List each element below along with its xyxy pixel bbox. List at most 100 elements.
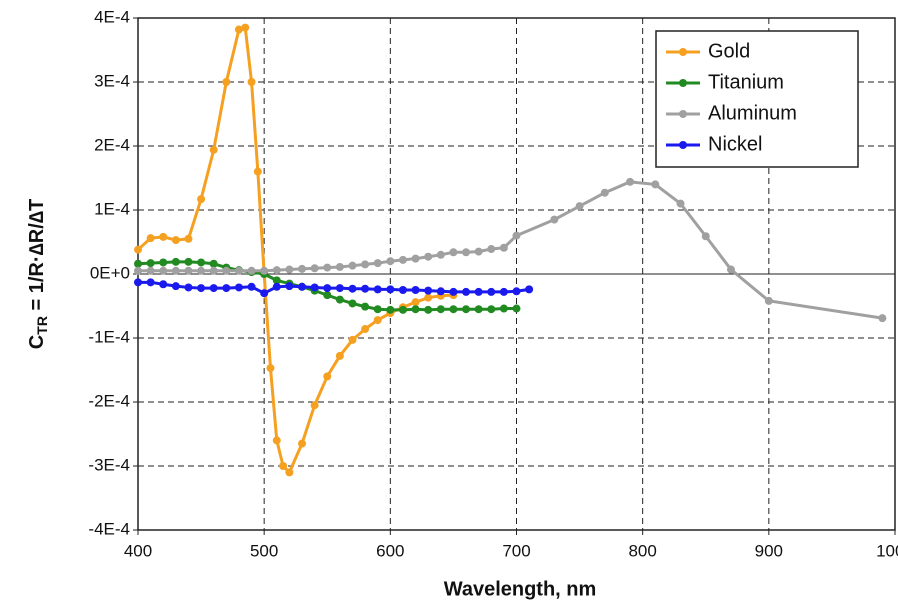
data-point [234, 283, 243, 292]
data-point [436, 305, 445, 314]
data-point [512, 304, 521, 313]
data-point [241, 23, 250, 32]
data-point [335, 284, 344, 293]
data-point [499, 287, 508, 296]
data-point [764, 296, 773, 305]
data-point [449, 287, 458, 296]
legend-marker [679, 79, 687, 87]
x-tick-label: 900 [755, 541, 783, 560]
data-point [398, 305, 407, 314]
data-point [323, 263, 332, 272]
data-point [260, 266, 269, 275]
data-point [184, 234, 193, 243]
legend-label: Nickel [708, 133, 762, 155]
legend-marker [679, 141, 687, 149]
data-point [171, 282, 180, 291]
data-point [373, 259, 382, 268]
data-point [310, 401, 319, 410]
data-point [184, 266, 193, 275]
data-point [310, 283, 319, 292]
data-point [323, 284, 332, 293]
data-point [348, 284, 357, 293]
data-point [323, 291, 332, 300]
data-point [512, 287, 521, 296]
data-point [386, 305, 395, 314]
data-point [525, 285, 534, 294]
data-point [146, 278, 155, 287]
data-point [285, 265, 294, 274]
y-tick-label: -2E-4 [88, 391, 130, 410]
data-point [512, 231, 521, 240]
y-tick-label: -1E-4 [88, 327, 130, 346]
data-point [184, 257, 193, 266]
data-point [335, 351, 344, 360]
data-point [424, 252, 433, 261]
data-point [247, 282, 256, 291]
data-point [361, 302, 370, 311]
data-point [197, 266, 206, 275]
data-point [424, 286, 433, 295]
data-point [373, 316, 382, 325]
data-point [279, 462, 288, 470]
data-point [386, 257, 395, 266]
data-point [462, 248, 471, 257]
data-point [209, 259, 218, 268]
y-tick-label: -3E-4 [88, 455, 130, 474]
x-tick-label: 1000 [876, 541, 898, 560]
data-point [361, 284, 370, 293]
data-point [197, 284, 206, 293]
data-point [449, 248, 458, 257]
y-tick-label: 2E-4 [94, 135, 130, 154]
data-point [146, 259, 155, 268]
data-point [247, 78, 256, 86]
legend-label: Gold [708, 40, 750, 62]
data-point [197, 195, 206, 204]
data-point [348, 261, 357, 270]
data-point [285, 282, 294, 291]
y-label-sub: TR [34, 316, 50, 335]
data-point [436, 250, 445, 259]
data-point [298, 439, 307, 448]
data-point [424, 305, 433, 314]
data-point [462, 287, 471, 296]
data-point [260, 289, 269, 298]
data-point [234, 266, 243, 275]
y-label-rest: = 1/R·∆R/∆T [26, 199, 48, 316]
legend-marker [679, 110, 687, 118]
data-point [361, 325, 370, 334]
data-point [222, 78, 231, 86]
legend-marker [679, 48, 687, 56]
y-label-main: C [26, 335, 48, 349]
y-tick-label: 4E-4 [94, 7, 130, 26]
y-axis-label: CTR = 1/R·∆R/∆T [26, 199, 49, 349]
data-point [285, 468, 294, 477]
data-point [134, 278, 142, 287]
x-tick-label: 600 [376, 541, 404, 560]
legend-label: Titanium [708, 71, 784, 93]
y-tick-label: 1E-4 [94, 199, 130, 218]
data-point [272, 276, 281, 285]
data-point [575, 202, 584, 211]
data-point [159, 280, 168, 289]
x-tick-label: 800 [628, 541, 656, 560]
data-point [335, 262, 344, 271]
data-point [272, 266, 281, 275]
legend-label: Aluminum [708, 102, 797, 124]
data-point [134, 259, 142, 268]
data-point [197, 258, 206, 267]
x-axis-label: Wavelength, nm [444, 578, 597, 600]
data-point [247, 266, 256, 275]
x-tick-label: 700 [502, 541, 530, 560]
data-point [398, 286, 407, 294]
y-tick-label: 3E-4 [94, 71, 130, 90]
data-point [159, 232, 168, 241]
data-point [651, 180, 660, 189]
data-point [335, 295, 344, 304]
x-tick-label: 400 [124, 541, 152, 560]
data-point [222, 266, 231, 275]
data-point [373, 305, 382, 314]
data-point [234, 25, 243, 34]
data-point [550, 215, 559, 224]
x-tick-label: 500 [250, 541, 278, 560]
